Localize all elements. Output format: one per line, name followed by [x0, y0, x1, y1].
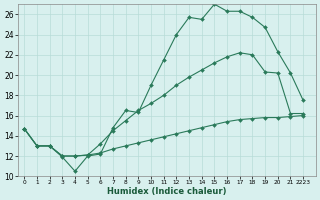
X-axis label: Humidex (Indice chaleur): Humidex (Indice chaleur) — [107, 187, 227, 196]
